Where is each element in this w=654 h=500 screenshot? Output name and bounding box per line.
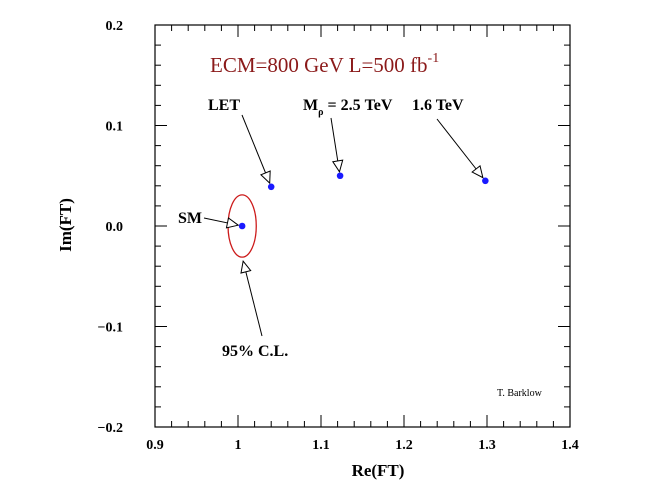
arrow-to-point-2 bbox=[330, 117, 344, 173]
y-tick-label: 0.2 bbox=[106, 19, 124, 34]
arrow-to-ellipse bbox=[240, 259, 263, 337]
plot-frame bbox=[154, 24, 571, 428]
y-tick-label: −0.1 bbox=[98, 321, 123, 336]
y-axis-label: Im(FT) bbox=[56, 198, 75, 252]
data-point-2 bbox=[336, 172, 344, 180]
label-let: LET bbox=[208, 97, 240, 114]
x-tick-labels: 0.9 1 1.1 1.2 1.3 1.4 bbox=[146, 438, 579, 453]
label-m-rho: Mρ = 2.5 TeV bbox=[303, 97, 393, 118]
credit-text: T. Barklow bbox=[497, 388, 543, 399]
x-tick-label: 1.2 bbox=[395, 438, 413, 453]
x-axis-label: Re(FT) bbox=[352, 461, 405, 480]
x-tick-label: 1 bbox=[235, 438, 242, 453]
chart-title-main: ECM=800 GeV L=500 fb bbox=[210, 53, 428, 77]
chart-title: ECM=800 GeV L=500 fb-1 bbox=[210, 51, 439, 77]
y-tick-label: 0.1 bbox=[106, 120, 124, 135]
arrow-to-point-0 bbox=[203, 217, 240, 229]
label-m-rho-main: M bbox=[303, 97, 318, 114]
annotation-arrows bbox=[203, 114, 484, 337]
y-tick-label: −0.2 bbox=[98, 421, 123, 436]
label-m-rho-value: = 2.5 TeV bbox=[327, 97, 392, 114]
y-tick-labels: −0.2 −0.1 0.0 0.1 0.2 bbox=[98, 19, 123, 436]
label-1-6-tev: 1.6 TeV bbox=[412, 97, 464, 114]
chart-title-superscript: -1 bbox=[428, 51, 440, 66]
label-95-cl: 95% C.L. bbox=[222, 343, 288, 360]
arrow-to-point-1 bbox=[241, 114, 271, 185]
data-point-3 bbox=[482, 177, 489, 185]
y-tick-label: 0.0 bbox=[106, 220, 124, 235]
data-point-1 bbox=[267, 183, 275, 191]
axis-ticks bbox=[154, 24, 571, 428]
x-tick-label: 1.4 bbox=[561, 438, 579, 453]
data-points bbox=[238, 172, 489, 230]
x-tick-label: 1.1 bbox=[312, 438, 330, 453]
label-m-rho-subscript: ρ bbox=[318, 107, 323, 118]
label-sm: SM bbox=[178, 210, 202, 227]
x-tick-label: 0.9 bbox=[146, 438, 164, 453]
arrow-to-point-3 bbox=[436, 118, 484, 179]
x-tick-label: 1.3 bbox=[478, 438, 496, 453]
data-point-0 bbox=[238, 222, 246, 230]
